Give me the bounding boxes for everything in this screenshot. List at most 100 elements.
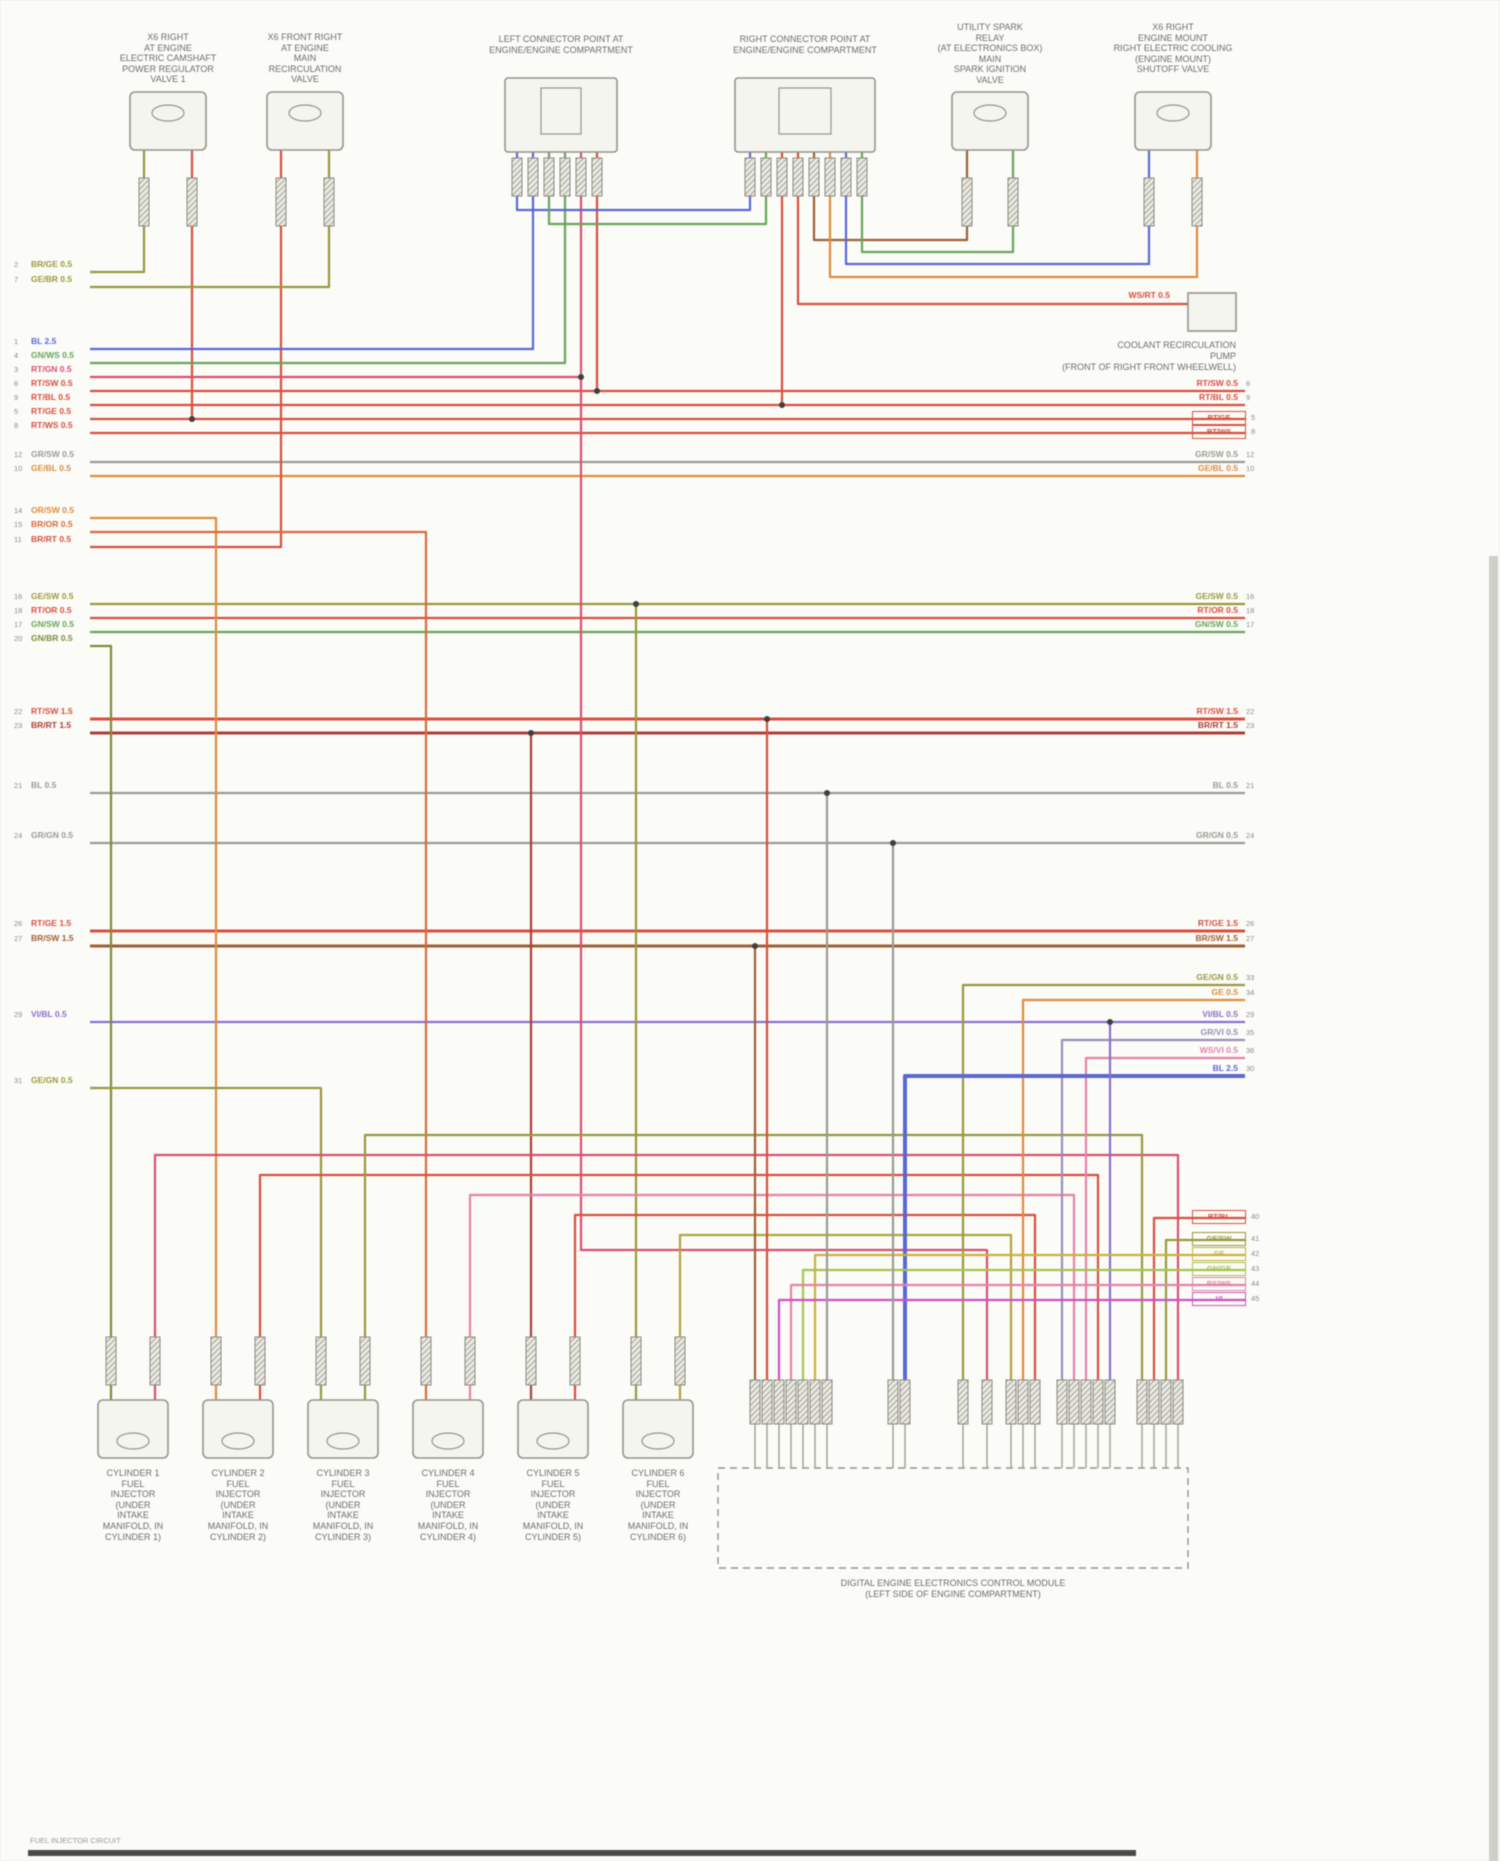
- wire-code: RT/SW 1.5: [1196, 706, 1238, 716]
- pin-number: 42: [1251, 1249, 1260, 1258]
- wire-label: RT/SW 1.5 22: [1120, 706, 1254, 716]
- wire-code: GE: [1213, 1249, 1225, 1258]
- wire-label: GE 0.5 34: [1120, 988, 1255, 997]
- wire-code: VI: [1215, 1294, 1223, 1303]
- pin-number: 23: [14, 721, 23, 730]
- wire: [1164, 1238, 1245, 1380]
- pin-number: 43: [1251, 1264, 1260, 1273]
- wire-code: RT/SW 1.5: [31, 706, 73, 716]
- pin-number: 44: [1251, 1279, 1260, 1288]
- wire-label: 9 RT/BL 0.5: [14, 393, 70, 402]
- wire-label-boxed: RT/WS 8: [1192, 425, 1255, 439]
- wire-label: GN/SW 0.5 17: [1120, 620, 1254, 629]
- wire-code: RT/WS: [1206, 427, 1232, 436]
- wire-code: GN/SW 0.5: [31, 619, 74, 629]
- wire-code: RT/GN 0.5: [31, 364, 72, 374]
- wire-label: 10 GE/BL 0.5: [14, 464, 71, 473]
- component-label: UTILITY SPARK RELAY (AT ELECTRONICS BOX)…: [937, 22, 1043, 86]
- pin-number: 2: [14, 260, 19, 269]
- injector-body: [307, 1399, 379, 1459]
- wire-label-boxed: VI 45: [1192, 1292, 1259, 1306]
- wire-label: 12 GR/SW 0.5: [14, 450, 74, 459]
- pin-number: 21: [14, 781, 23, 790]
- wire-label: BL 2.5 30: [1120, 1063, 1255, 1073]
- wire-code: GE/BR 0.5: [31, 274, 73, 284]
- wire-label: BR/RT 1.5 23: [1120, 720, 1255, 730]
- top-component-wires: [90, 150, 1199, 1380]
- footer-note: FUEL INJECTOR CIRCUIT: [30, 1836, 121, 1845]
- pin-number: 20: [14, 634, 23, 643]
- wire-code: GE/GN 0.5: [31, 1075, 73, 1085]
- wire: [573, 1213, 1037, 1400]
- pin-number: 26: [1246, 919, 1255, 928]
- pin-number: 14: [14, 506, 23, 515]
- injector-body: [412, 1399, 484, 1459]
- wire: [579, 152, 989, 1380]
- wire-label: RT/SW 0.5 6: [1120, 379, 1250, 388]
- connector-body: [504, 77, 618, 153]
- pin-number: 9: [1246, 393, 1251, 402]
- wire-code: BR/OR 0.5: [31, 519, 73, 529]
- wire-label: 3 RT/GN 0.5: [14, 365, 72, 374]
- injector-label: CYLINDER 5 FUEL INJECTOR (UNDER INTAKE M…: [522, 1468, 584, 1542]
- wire-code: BR/RT 1.5: [1197, 720, 1238, 730]
- wire: [90, 516, 218, 1400]
- pin-number: 40: [1251, 1212, 1260, 1221]
- wire-code: VI/BL 0.5: [31, 1009, 67, 1019]
- wire-label: 15 BR/OR 0.5: [14, 520, 73, 529]
- pin-number: 15: [14, 520, 23, 529]
- wire: [153, 1153, 1180, 1400]
- wire: [90, 152, 567, 365]
- wire-label-boxed: GE/SW 41: [1192, 1232, 1259, 1246]
- wire-code: RT/GE: [1207, 413, 1231, 422]
- wire-label: GE/GN 0.5 33: [1120, 973, 1254, 982]
- wire-code: OR/SW 0.5: [31, 505, 74, 515]
- pin-number: 21: [1246, 781, 1255, 790]
- wire-code: BL 2.5: [1212, 1063, 1238, 1073]
- wire: [801, 1268, 1245, 1380]
- wire-code: GR/SW 0.5: [31, 449, 74, 459]
- pin-number: 22: [14, 707, 23, 716]
- wire-label: 23 BR/RT 1.5: [14, 721, 71, 730]
- pin-number: 24: [1246, 831, 1255, 840]
- pin-number: 11: [14, 535, 22, 544]
- wire-label: 6 RT/SW 0.5: [14, 379, 73, 388]
- wire-label: WS/VI 0.5 36: [1120, 1046, 1255, 1055]
- right-stub-wires: [753, 719, 1245, 1380]
- wire: [90, 152, 535, 351]
- wire-label: 24 GR/GN 0.5: [14, 831, 73, 840]
- pin-number: 16: [1246, 592, 1255, 601]
- scan-bottom-bar: [28, 1850, 1136, 1856]
- wire-code: GN/WS 0.5: [31, 350, 74, 360]
- pin-number: 41: [1251, 1234, 1260, 1243]
- wire-label: 8 RT/WS 0.5: [14, 421, 73, 430]
- pin-number: 27: [1246, 934, 1255, 943]
- wire: [90, 530, 428, 1400]
- wire: [90, 150, 283, 549]
- wire-label-boxed: GN/GE 43: [1192, 1262, 1259, 1276]
- component-bodies: [97, 77, 1237, 1569]
- wire-label-boxed: RT/GE 5: [1192, 411, 1255, 425]
- wire-code: GR/GN 0.5: [31, 830, 74, 840]
- component-label: X6 RIGHT ENGINE MOUNT RIGHT ELECTRIC COO…: [1113, 22, 1233, 75]
- wire-code: RT/GE 1.5: [1197, 918, 1238, 928]
- bus-wires: [90, 389, 1245, 1024]
- pin-number: 3: [14, 365, 19, 374]
- injector-label: CYLINDER 3 FUEL INJECTOR (UNDER INTAKE M…: [312, 1468, 374, 1542]
- pin-number: 10: [14, 464, 23, 473]
- wire-label: 21 BL 0.5: [14, 781, 56, 790]
- injector-body: [622, 1399, 694, 1459]
- wire-label: 18 RT/OR 0.5: [14, 606, 72, 615]
- pin-number: 1: [14, 337, 19, 346]
- wire-code: GN/GE: [1206, 1264, 1232, 1273]
- wire-label: RT/OR 0.5 18: [1120, 606, 1254, 615]
- component-label: X6 FRONT RIGHT AT ENGINE MAIN RECIRCULAT…: [267, 32, 343, 85]
- junction-dots: [189, 374, 1113, 1025]
- wire-label: WS/RT 0.5: [1020, 291, 1170, 300]
- pin-number: 45: [1251, 1294, 1260, 1303]
- wire-label: 4 GN/WS 0.5: [14, 351, 74, 360]
- wire: [777, 1298, 1245, 1380]
- pin-number: 31: [14, 1076, 23, 1085]
